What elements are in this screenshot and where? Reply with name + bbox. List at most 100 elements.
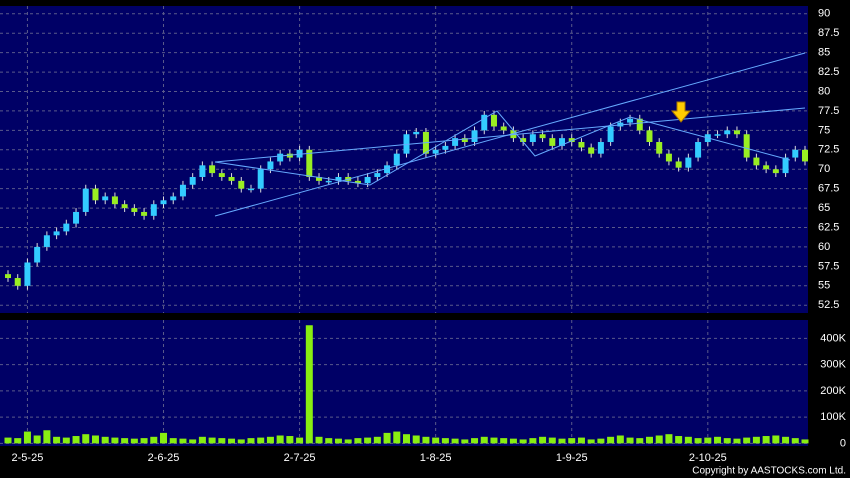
candle-body [763, 165, 770, 170]
volume-bar [597, 438, 605, 444]
candle-body [539, 134, 546, 139]
volume-bar [762, 436, 770, 444]
volume-bar [53, 436, 61, 444]
volume-bar [645, 436, 653, 444]
volume-bar [218, 438, 226, 444]
volume-bar [296, 437, 304, 444]
volume-bar [451, 438, 459, 444]
trendline [214, 110, 791, 186]
volume-bar [791, 438, 799, 444]
candle-body [14, 278, 21, 286]
candle-body [588, 147, 595, 154]
volume-bar [480, 436, 488, 444]
candle-body [257, 169, 264, 189]
candle-body [63, 223, 70, 232]
candle-body [733, 130, 740, 135]
volume-bar [33, 435, 41, 444]
candle-body [772, 169, 779, 174]
candle-body [646, 130, 653, 143]
candle-body [121, 204, 128, 209]
x-tick-label: 2-6-25 [148, 452, 180, 464]
volume-bar [539, 436, 547, 444]
volume-bar [4, 437, 12, 444]
candle-body [73, 211, 80, 224]
y-tick-label: 80 [818, 85, 830, 97]
candle-body [247, 188, 254, 191]
volume-bar [62, 437, 70, 444]
volume-bar [694, 438, 702, 444]
candle-body [102, 196, 109, 201]
volume-bar [607, 436, 615, 444]
volume-bar [529, 438, 537, 444]
candle-body [403, 134, 410, 154]
volume-bar [801, 439, 809, 444]
volume-bar [364, 437, 372, 444]
volume-bar [743, 437, 751, 444]
volume-tick-label: 100K [820, 411, 846, 423]
candle-body [170, 196, 177, 201]
volume-bar [344, 439, 352, 444]
copyright: Copyright by AASTOCKS.com Ltd. [692, 466, 846, 477]
volume-tick-label: 200K [820, 385, 846, 397]
y-tick-label: 62.5 [818, 221, 839, 233]
candle-body [189, 176, 196, 185]
candle-body [374, 173, 381, 177]
volume-bar [14, 438, 22, 444]
y-tick-label: 85 [818, 47, 830, 59]
volume-bar [286, 436, 294, 444]
volume-bar [237, 439, 245, 444]
volume-bar [130, 438, 138, 444]
y-tick-label: 82.5 [818, 66, 839, 78]
x-tick-label: 1-9-25 [556, 452, 588, 464]
volume-bar [91, 435, 99, 444]
candle-body [559, 138, 566, 146]
volume-bar [72, 436, 80, 444]
volume-bar [723, 438, 731, 444]
candle-body [714, 134, 721, 136]
candle-body [393, 153, 400, 166]
candle-body [529, 134, 536, 143]
y-tick-label: 87.5 [818, 27, 839, 39]
volume-bar [403, 434, 410, 444]
candle-body [160, 200, 167, 205]
candle-body [141, 211, 148, 216]
volume-bar [558, 438, 566, 444]
volume-bar [577, 437, 585, 444]
candle-body [413, 131, 420, 135]
candle-body [209, 165, 216, 174]
candle-body [24, 262, 31, 286]
candle-body [316, 176, 323, 181]
volume-bar [733, 438, 741, 444]
y-tick-label: 65 [818, 202, 830, 214]
candle-body [364, 176, 371, 184]
volume-bar [198, 436, 206, 444]
candle-body [277, 153, 284, 162]
y-tick-label: 55 [818, 280, 830, 292]
volume-bar [373, 436, 381, 444]
volume-bar [675, 436, 683, 444]
volume-bar [714, 436, 722, 444]
volume-bar [432, 437, 440, 444]
candle-body [695, 142, 702, 158]
y-tick-label: 77.5 [818, 105, 839, 117]
candle-body [442, 145, 449, 150]
candle-body [228, 176, 235, 181]
x-tick-label: 2-7-25 [284, 452, 316, 464]
candle-body [743, 134, 750, 158]
candle-body [111, 196, 118, 205]
candle-body [724, 130, 731, 135]
volume-bar [111, 437, 119, 444]
y-tick-label: 75 [818, 124, 830, 136]
volume-bar [519, 439, 527, 444]
volume-bar [150, 436, 158, 444]
price-panel [0, 6, 808, 313]
volume-bar [334, 438, 342, 444]
candle-body [179, 184, 186, 197]
candle-body [92, 188, 99, 201]
volume-bar [101, 436, 109, 444]
volume-bar [325, 438, 333, 444]
candle-body [199, 165, 206, 177]
volume-bar [626, 437, 634, 444]
volume-bar [548, 437, 556, 444]
candle-body [5, 274, 11, 279]
